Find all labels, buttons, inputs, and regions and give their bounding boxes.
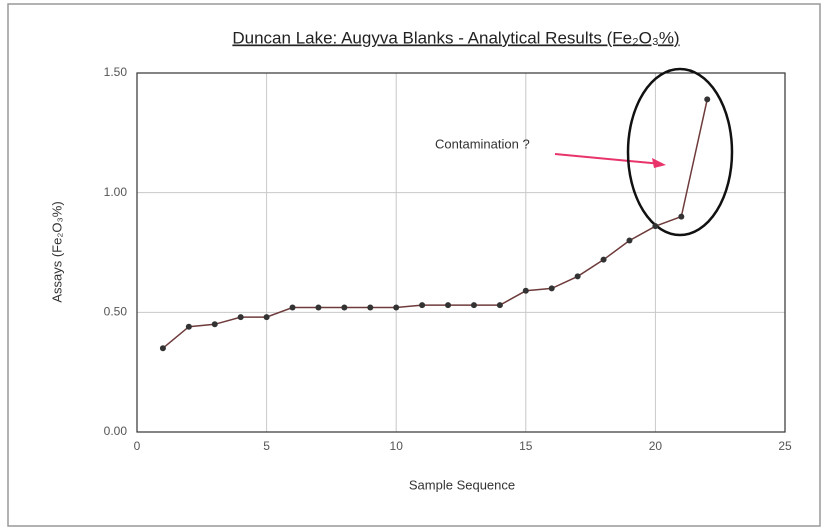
- data-point: [548, 285, 555, 292]
- data-point: [445, 302, 452, 309]
- x-axis-label: Sample Sequence: [409, 477, 515, 492]
- y-tick-label: 0.50: [104, 305, 128, 319]
- data-point: [704, 96, 711, 103]
- x-tick-label: 5: [263, 439, 270, 453]
- data-point: [470, 302, 477, 309]
- data-point: [315, 304, 322, 311]
- y-tick-label: 1.50: [104, 65, 128, 79]
- y-tick-label: 1.00: [104, 185, 128, 199]
- data-point: [678, 213, 685, 220]
- data-point: [574, 273, 581, 280]
- x-tick-label: 0: [134, 439, 141, 453]
- data-point: [341, 304, 348, 311]
- series-line: [162, 99, 708, 349]
- data-point: [652, 223, 659, 230]
- data-point: [626, 237, 633, 244]
- data-point: [419, 302, 426, 309]
- data-point: [496, 302, 503, 309]
- arrow-head: [652, 158, 666, 168]
- x-tick-label: 20: [649, 439, 663, 453]
- data-point: [367, 304, 374, 311]
- chart-title: Duncan Lake: Augyva Blanks - Analytical …: [232, 28, 679, 47]
- x-tick-label: 15: [519, 439, 533, 453]
- x-tick-label: 10: [390, 439, 404, 453]
- y-tick-label: 0.00: [104, 424, 128, 438]
- data-point: [211, 321, 218, 328]
- y-axis-label: Assays (Fe₂O₃%): [49, 201, 64, 302]
- annotation: Contamination ?: [435, 136, 530, 151]
- data-point: [159, 345, 166, 352]
- data-point: [237, 314, 244, 321]
- annotation-arrow: [554, 153, 663, 165]
- x-tick-label: 25: [778, 439, 792, 453]
- data-point: [522, 287, 529, 294]
- data-point: [185, 323, 192, 330]
- chart-frame: [7, 3, 821, 527]
- data-point: [289, 304, 296, 311]
- data-point: [263, 314, 270, 321]
- data-point: [600, 256, 607, 263]
- data-point: [393, 304, 400, 311]
- plot-area: [136, 72, 786, 433]
- highlight-ellipse: [626, 67, 734, 237]
